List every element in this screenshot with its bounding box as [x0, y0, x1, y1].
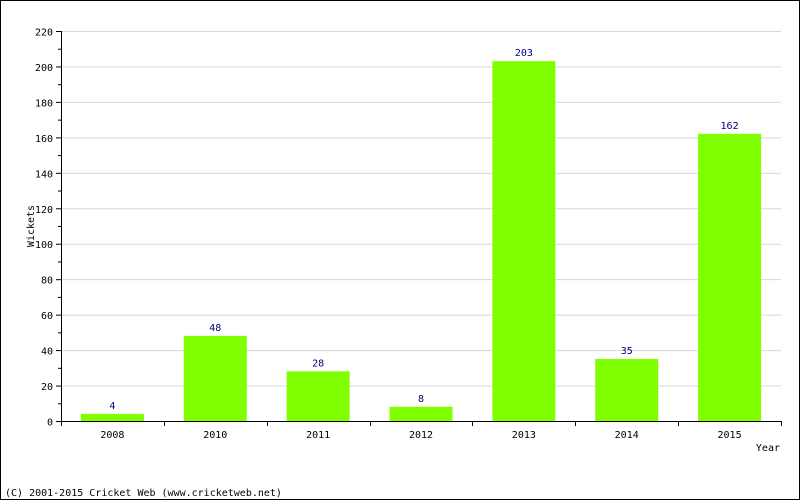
data-label: 162: [721, 121, 739, 132]
data-label: 28: [312, 358, 324, 369]
bar: [595, 358, 659, 421]
bar: [389, 406, 453, 421]
x-tick-label: 2013: [512, 430, 536, 441]
data-label: 35: [621, 346, 633, 357]
data-labels: 4 48 28 8 203 35 162: [109, 48, 738, 412]
y-ticks: 0 20 40 60 80 100 120 140 160 180 200 220: [35, 28, 61, 429]
y-tick-label: 180: [35, 98, 53, 109]
x-ticks: 2008 2010 2011 2012 2013 2014 2015: [61, 421, 782, 441]
x-tick-label: 2008: [100, 430, 124, 441]
y-tick-label: 140: [35, 169, 53, 180]
x-axis-title: Year: [756, 443, 780, 454]
bar: [492, 61, 556, 422]
x-tick-label: 2010: [203, 430, 227, 441]
axes: [61, 31, 781, 422]
y-tick-label: 120: [35, 205, 53, 216]
y-tick-label: 100: [35, 240, 53, 251]
y-tick-label: 0: [47, 418, 53, 429]
y-tick-label: 80: [41, 276, 53, 287]
data-label: 4: [109, 401, 115, 412]
grid-lines: [61, 31, 781, 387]
y-tick-label: 20: [41, 382, 53, 393]
y-tick-label: 200: [35, 63, 53, 74]
copyright-text: (C) 2001-2015 Cricket Web (www.cricketwe…: [5, 488, 282, 499]
data-label: 203: [515, 48, 533, 59]
data-label: 8: [418, 394, 424, 405]
x-tick-label: 2011: [306, 430, 330, 441]
y-axis-title: Wickets: [26, 205, 37, 247]
bar: [286, 371, 350, 421]
x-tick-label: 2015: [718, 430, 742, 441]
y-tick-label: 40: [41, 347, 53, 358]
bar: [698, 133, 762, 421]
x-tick-label: 2014: [615, 430, 639, 441]
y-tick-label: 160: [35, 134, 53, 145]
x-tick-label: 2012: [409, 430, 433, 441]
bar: [183, 335, 247, 421]
y-tick-label: 60: [41, 311, 53, 322]
bars: [80, 61, 762, 422]
y-tick-label: 220: [35, 28, 53, 39]
bar: [80, 413, 144, 421]
data-label: 48: [209, 323, 221, 334]
